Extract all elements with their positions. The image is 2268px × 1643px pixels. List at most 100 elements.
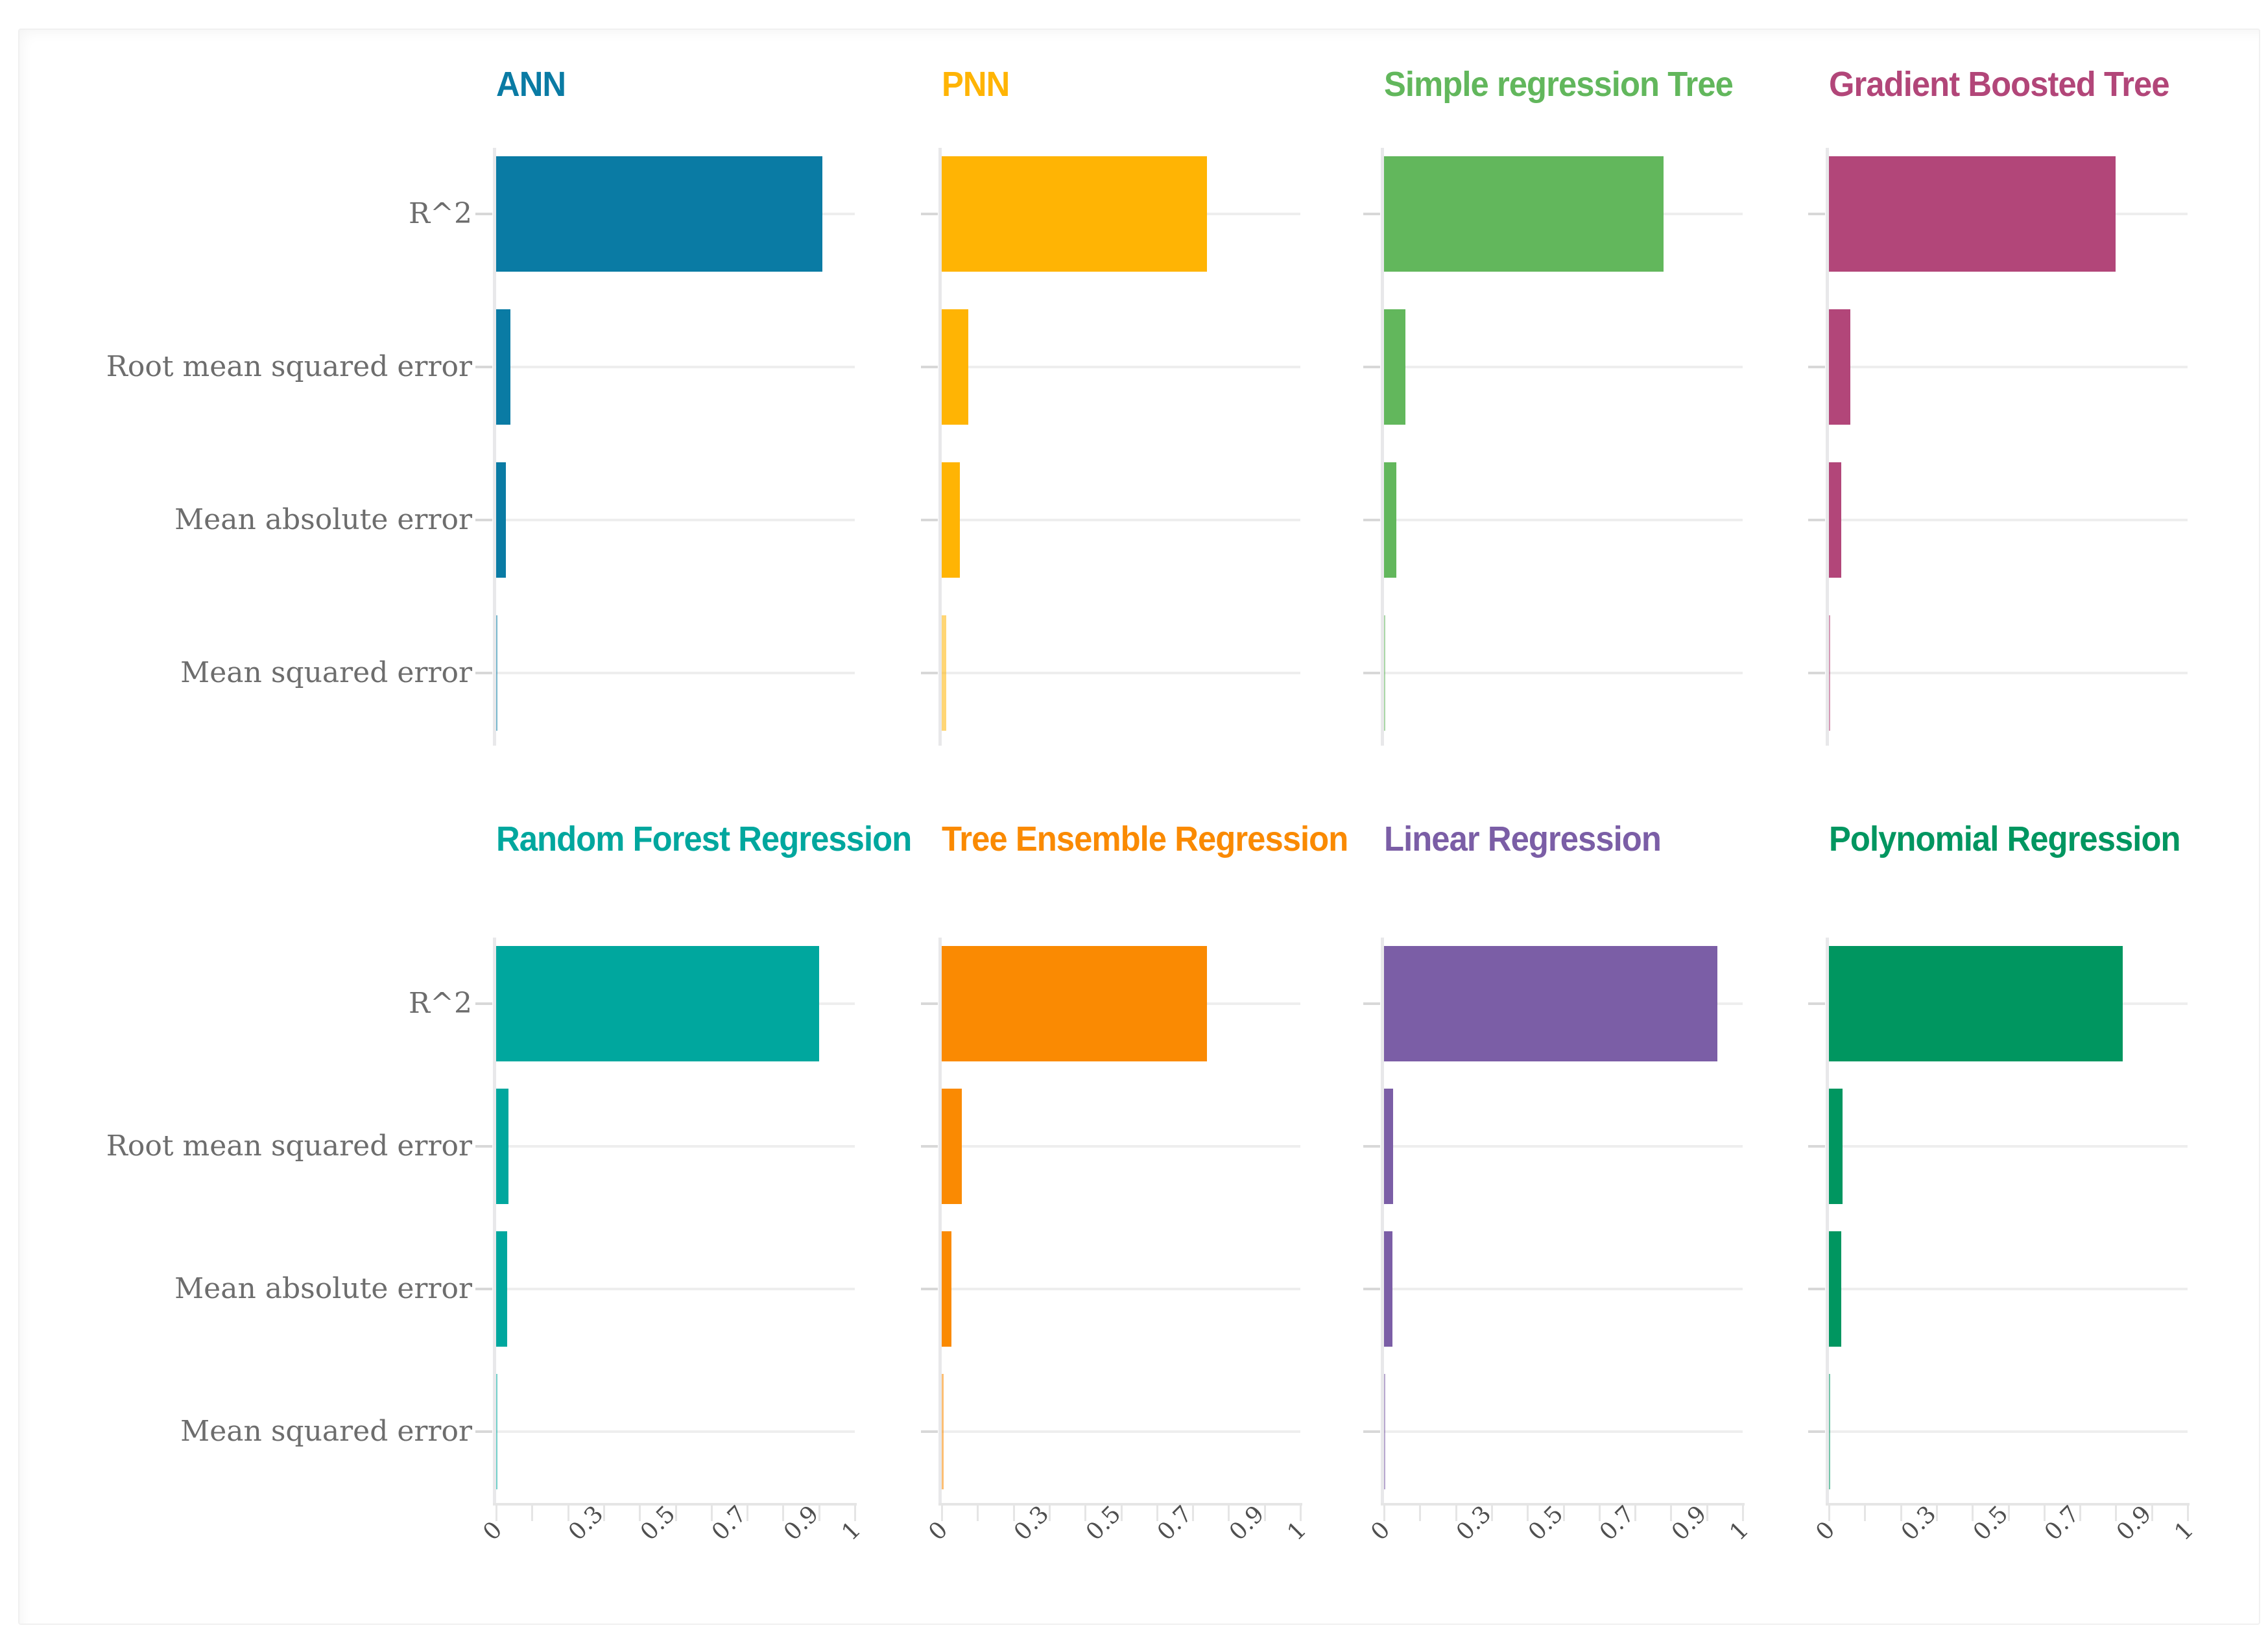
x-axis-tick — [977, 1506, 979, 1521]
x-axis-tick — [1049, 1506, 1051, 1521]
y-axis-line — [1381, 938, 1384, 1503]
x-axis-tick — [1156, 1506, 1158, 1521]
category-tick — [921, 672, 938, 674]
bar-ann-r-2 — [496, 156, 822, 272]
category-gridline — [942, 1145, 1300, 1148]
bar-tree-ensemble-regression-root-mean-squared-error — [942, 1089, 962, 1204]
category-label-r-2: R^2 — [409, 987, 472, 1020]
x-axis-tick — [1972, 1506, 1974, 1521]
facet-title-ann: ANN — [496, 65, 566, 104]
category-label-mean-absolute-error: Mean absolute error — [174, 503, 472, 536]
x-axis-tick — [1527, 1506, 1529, 1521]
category-tick — [1808, 519, 1825, 521]
category-gridline — [496, 366, 855, 368]
x-axis-line — [1826, 1503, 2190, 1506]
category-tick — [921, 1430, 938, 1433]
y-axis-line — [938, 938, 942, 1503]
category-tick — [475, 366, 492, 368]
x-axis-tick — [1828, 1506, 1830, 1521]
category-label-mean-squared-error: Mean squared error — [180, 1415, 472, 1448]
category-gridline — [496, 1288, 855, 1290]
category-gridline — [1384, 1145, 1743, 1148]
category-gridline — [942, 672, 1300, 674]
x-axis-tick — [2187, 1506, 2189, 1521]
x-axis-tick — [2008, 1506, 2010, 1521]
category-gridline — [1384, 1288, 1743, 1290]
y-axis-line — [493, 148, 496, 746]
bar-polynomial-regression-r-2 — [1829, 946, 2123, 1061]
x-axis-tick-label: 1 — [2169, 1516, 2199, 1546]
facet-title-random-forest-regression: Random Forest Regression — [496, 820, 912, 858]
x-axis-tick-label: 1 — [1725, 1516, 1754, 1546]
bar-ann-mean-squared-error — [496, 615, 497, 731]
facet-title-tree-ensemble-regression: Tree Ensemble Regression — [942, 820, 1348, 858]
x-axis-tick — [1383, 1506, 1385, 1521]
x-axis-tick — [1491, 1506, 1493, 1521]
content-panel — [18, 29, 2260, 1625]
category-gridline — [1829, 1145, 2188, 1148]
x-axis-tick-label: 0 — [478, 1516, 508, 1546]
x-axis-tick — [1264, 1506, 1266, 1521]
category-gridline — [496, 1430, 855, 1433]
x-axis-tick — [1300, 1506, 1302, 1521]
x-axis-tick — [1864, 1506, 1866, 1521]
category-gridline — [1829, 519, 2188, 521]
x-axis-tick — [2044, 1506, 2046, 1521]
category-tick — [475, 519, 492, 521]
category-tick — [921, 1002, 938, 1005]
x-axis-tick — [2151, 1506, 2153, 1521]
category-tick — [921, 1145, 938, 1148]
category-gridline — [1384, 366, 1743, 368]
category-label-mean-squared-error: Mean squared error — [180, 656, 472, 689]
bar-gradient-boosted-tree-r-2 — [1829, 156, 2116, 272]
x-axis-tick-label: 0 — [924, 1516, 953, 1546]
category-gridline — [1829, 366, 2188, 368]
x-axis-tick — [2079, 1506, 2081, 1521]
category-tick — [1808, 1002, 1825, 1005]
x-axis-tick — [1706, 1506, 1708, 1521]
bar-polynomial-regression-root-mean-squared-error — [1829, 1089, 1843, 1204]
bar-linear-regression-r-2 — [1384, 946, 1717, 1061]
category-gridline — [1384, 519, 1743, 521]
x-axis-tick — [1563, 1506, 1565, 1521]
category-tick — [1808, 366, 1825, 368]
x-axis-tick — [1455, 1506, 1457, 1521]
bar-simple-regression-tree-mean-squared-error — [1384, 615, 1385, 731]
x-axis-line — [938, 1503, 1302, 1506]
facet-title-simple-regression-tree: Simple regression Tree — [1384, 65, 1734, 104]
category-gridline — [1829, 1288, 2188, 1290]
category-tick — [1808, 213, 1825, 215]
category-tick — [1363, 519, 1380, 521]
bar-tree-ensemble-regression-mean-squared-error — [942, 1374, 944, 1489]
facet-title-linear-regression: Linear Regression — [1384, 820, 1662, 858]
category-tick — [475, 213, 492, 215]
bar-simple-regression-tree-root-mean-squared-error — [1384, 309, 1405, 425]
x-axis-tick — [1742, 1506, 1744, 1521]
x-axis-tick — [2115, 1506, 2117, 1521]
y-axis-line — [1826, 938, 1829, 1503]
x-axis-line — [1381, 1503, 1745, 1506]
bar-pnn-r-2 — [942, 156, 1207, 272]
bar-linear-regression-mean-squared-error — [1384, 1374, 1385, 1489]
x-axis-tick — [1192, 1506, 1194, 1521]
bar-gradient-boosted-tree-mean-squared-error — [1829, 615, 1830, 731]
bar-ann-root-mean-squared-error — [496, 309, 510, 425]
bar-polynomial-regression-mean-squared-error — [1829, 1374, 1830, 1489]
category-tick — [1363, 1288, 1380, 1290]
x-axis-tick-label: 1 — [1282, 1516, 1312, 1546]
x-axis-tick — [1936, 1506, 1938, 1521]
x-axis-line — [493, 1503, 857, 1506]
category-tick — [1363, 1002, 1380, 1005]
y-axis-line — [493, 938, 496, 1503]
category-tick — [475, 1145, 492, 1148]
bar-tree-ensemble-regression-mean-absolute-error — [942, 1231, 951, 1347]
x-axis-tick — [818, 1506, 820, 1521]
bar-random-forest-regression-r-2 — [496, 946, 819, 1061]
category-tick — [1363, 672, 1380, 674]
category-label-root-mean-squared-error: Root mean squared error — [106, 1129, 472, 1163]
bar-simple-regression-tree-mean-absolute-error — [1384, 462, 1396, 578]
category-tick — [1363, 1145, 1380, 1148]
category-tick — [1808, 1145, 1825, 1148]
category-gridline — [942, 366, 1300, 368]
category-tick — [475, 1430, 492, 1433]
